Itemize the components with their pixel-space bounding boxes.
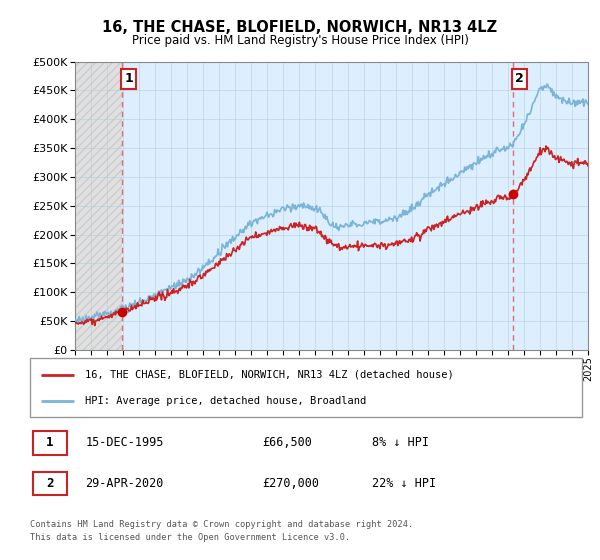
Bar <box>75 62 122 350</box>
FancyBboxPatch shape <box>33 431 67 455</box>
Text: 2: 2 <box>515 72 524 86</box>
Text: 1: 1 <box>124 72 133 86</box>
Text: 8% ↓ HPI: 8% ↓ HPI <box>372 436 429 449</box>
Text: 16, THE CHASE, BLOFIELD, NORWICH, NR13 4LZ: 16, THE CHASE, BLOFIELD, NORWICH, NR13 4… <box>103 20 497 35</box>
Text: £270,000: £270,000 <box>262 477 319 490</box>
FancyBboxPatch shape <box>33 472 67 496</box>
Text: 16, THE CHASE, BLOFIELD, NORWICH, NR13 4LZ (detached house): 16, THE CHASE, BLOFIELD, NORWICH, NR13 4… <box>85 370 454 380</box>
Text: HPI: Average price, detached house, Broadland: HPI: Average price, detached house, Broa… <box>85 396 367 406</box>
Text: Price paid vs. HM Land Registry's House Price Index (HPI): Price paid vs. HM Land Registry's House … <box>131 34 469 46</box>
Text: Contains HM Land Registry data © Crown copyright and database right 2024.: Contains HM Land Registry data © Crown c… <box>30 520 413 529</box>
Text: 2: 2 <box>46 477 53 490</box>
Text: 1: 1 <box>46 436 53 449</box>
Text: 15-DEC-1995: 15-DEC-1995 <box>85 436 164 449</box>
Text: £66,500: £66,500 <box>262 436 312 449</box>
FancyBboxPatch shape <box>30 358 582 417</box>
Text: 29-APR-2020: 29-APR-2020 <box>85 477 164 490</box>
Text: This data is licensed under the Open Government Licence v3.0.: This data is licensed under the Open Gov… <box>30 533 350 542</box>
Text: 22% ↓ HPI: 22% ↓ HPI <box>372 477 436 490</box>
